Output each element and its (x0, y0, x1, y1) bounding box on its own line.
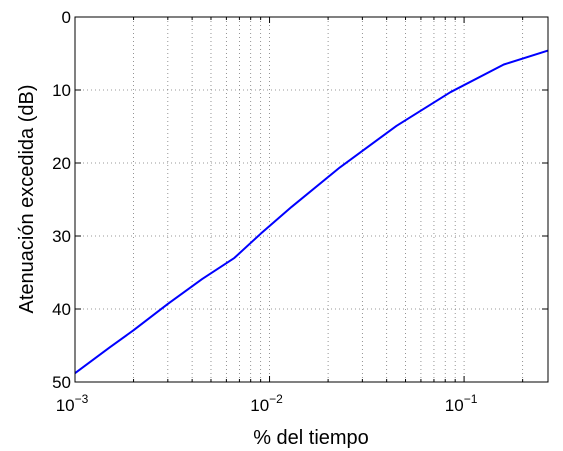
y-tick-label: 20 (52, 154, 71, 173)
y-tick-label: 10 (52, 81, 71, 100)
x-axis-title: % del tiempo (253, 427, 369, 449)
y-axis-title: Atenuación excedida (dB) (16, 84, 38, 313)
x-tick-base: 10 (56, 396, 75, 415)
x-tick-exponent: −3 (75, 392, 89, 406)
x-tick-base: 10 (250, 396, 269, 415)
grid-lines (75, 17, 548, 382)
ticks (74, 16, 548, 383)
plot-frame (74, 16, 549, 383)
y-tick-label: 0 (62, 8, 71, 27)
x-tick-exponent: −1 (464, 392, 478, 406)
series-layer (74, 49, 549, 375)
y-tick-label: 40 (52, 300, 71, 319)
x-tick-base: 10 (445, 396, 464, 415)
y-tick-label: 30 (52, 227, 71, 246)
x-tick-label: 10−3 (56, 392, 89, 415)
x-tick-label: 10−2 (250, 392, 283, 415)
series-line (74, 49, 549, 375)
x-tick-exponent: −2 (269, 392, 283, 406)
x-tick-label: 10−1 (445, 392, 478, 415)
y-tick-label: 50 (52, 373, 71, 392)
